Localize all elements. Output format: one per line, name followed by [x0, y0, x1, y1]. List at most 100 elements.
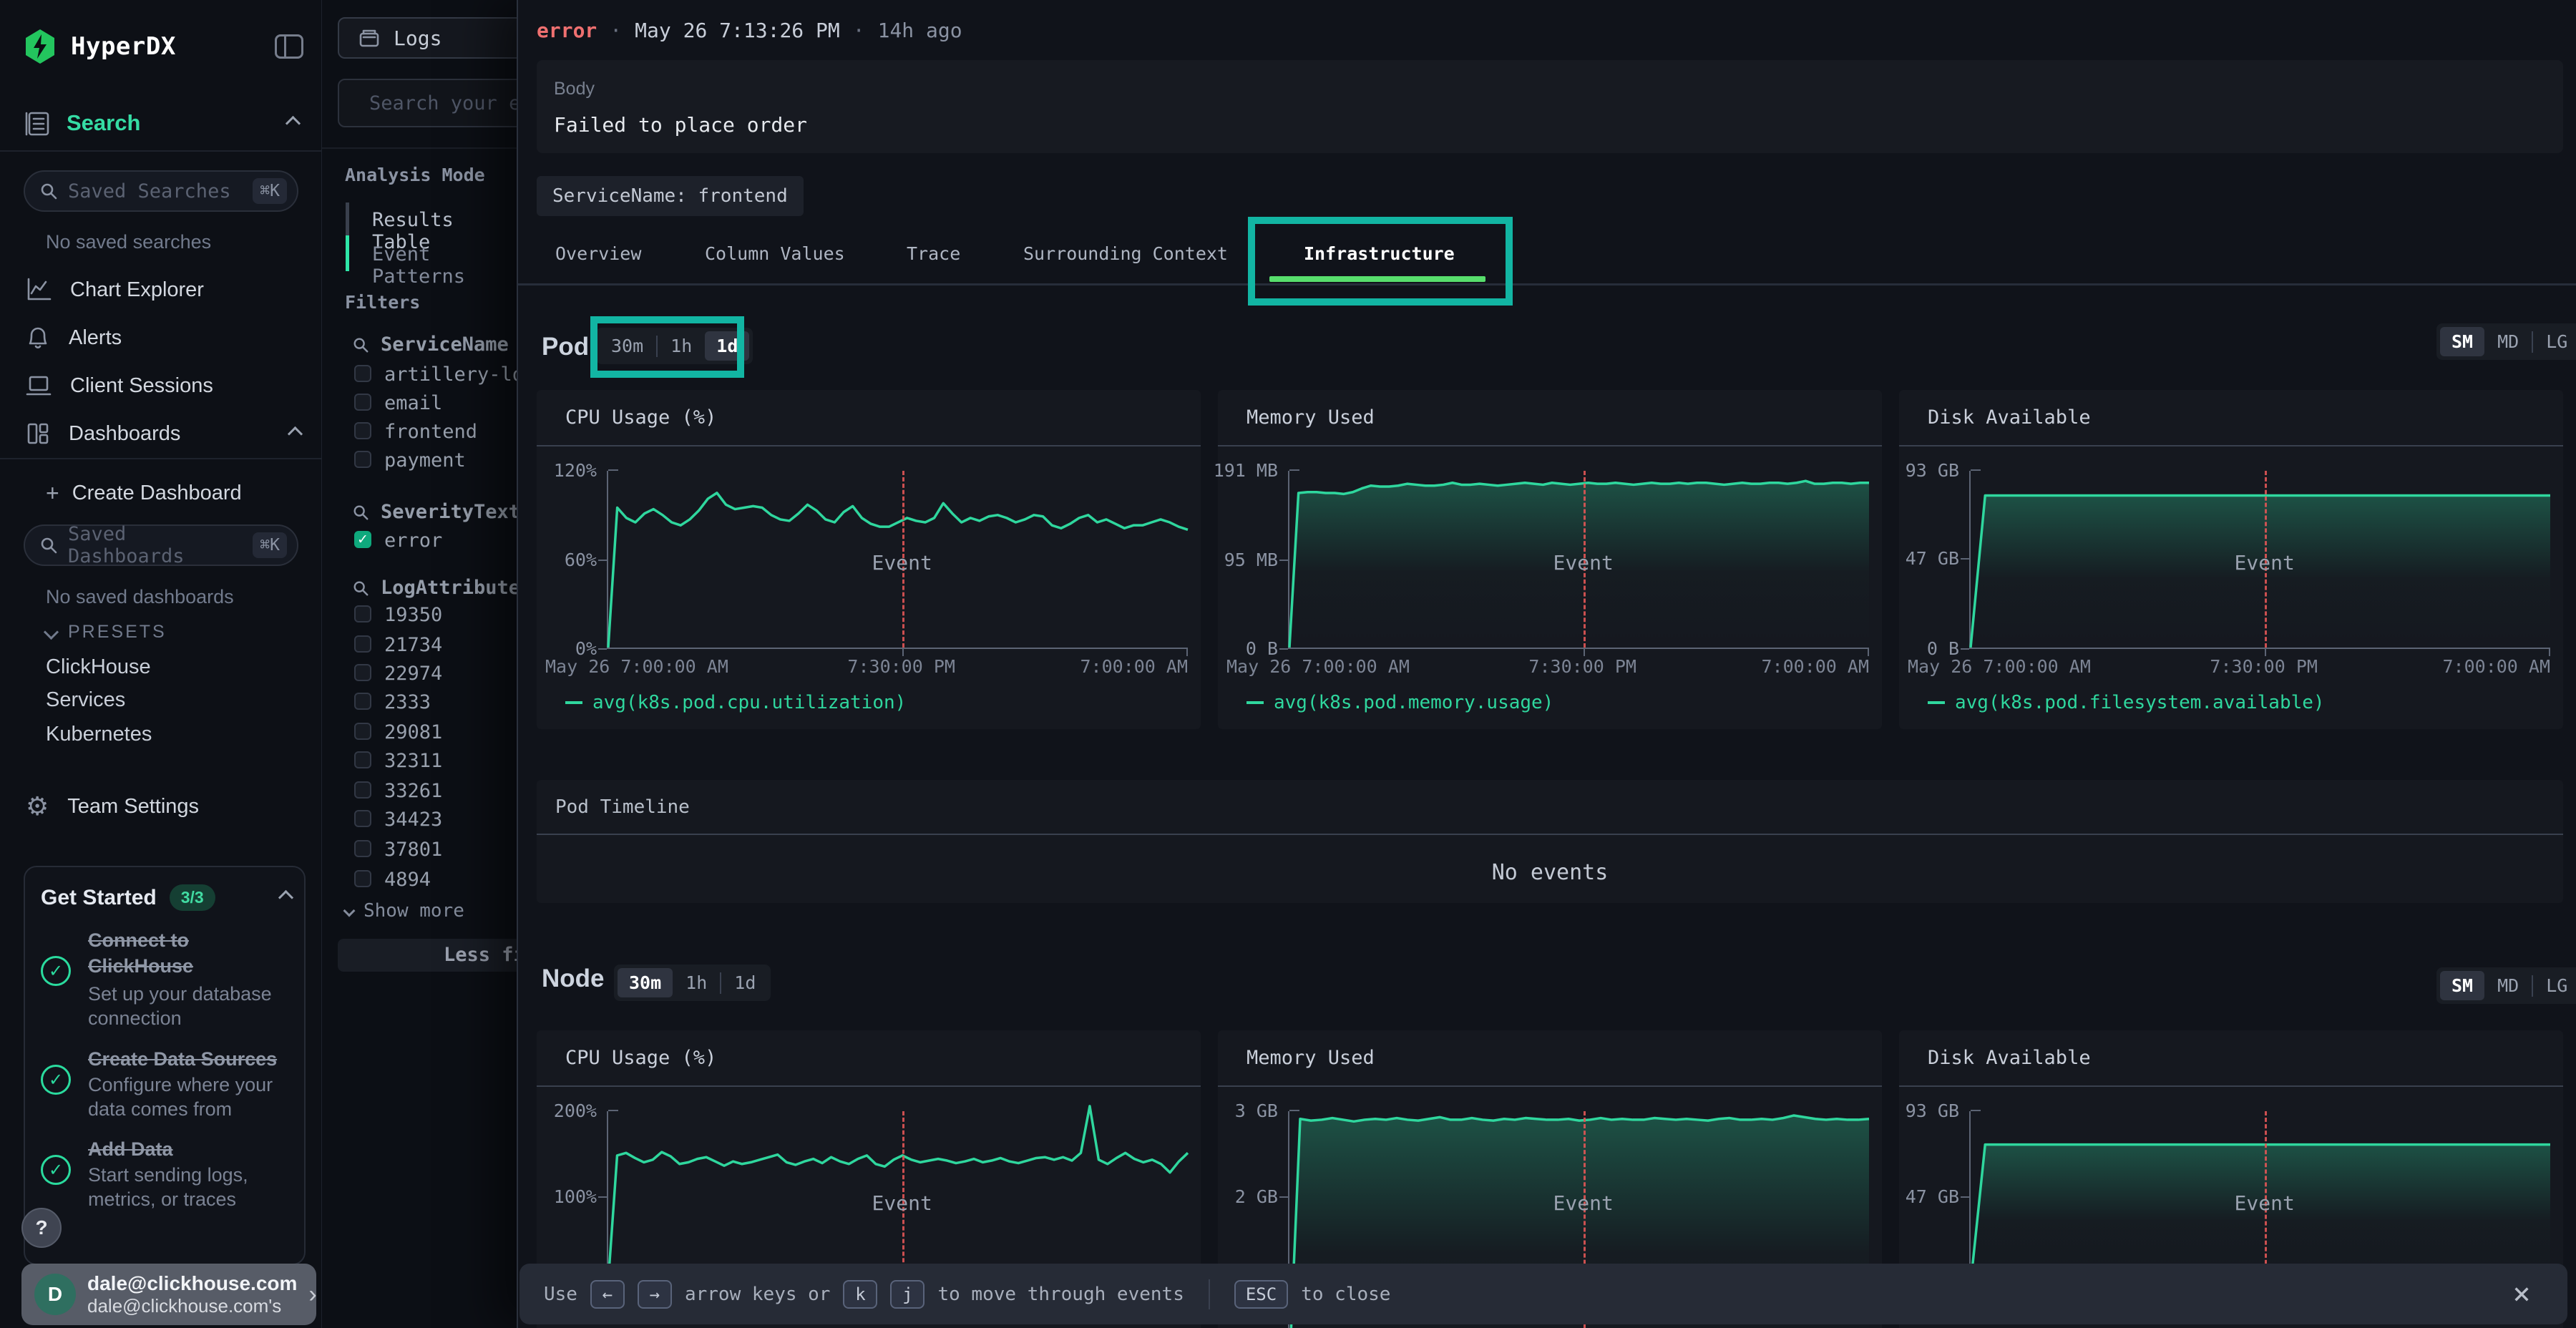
checkbox[interactable] — [354, 751, 371, 768]
mode-indicator — [346, 202, 349, 271]
pod-range-toggle[interactable]: 30m 1h 1d — [596, 328, 753, 364]
filter-option[interactable]: 32311 — [384, 750, 442, 772]
preset-services[interactable]: Services — [46, 688, 125, 712]
filter-option[interactable]: 2333 — [384, 691, 431, 713]
help-button[interactable]: ? — [21, 1208, 62, 1248]
range-1h[interactable]: 1h — [674, 968, 718, 997]
node-range-toggle[interactable]: 30m 1h 1d — [614, 965, 771, 1001]
checkbox[interactable] — [354, 365, 371, 382]
chevron-up-icon[interactable] — [286, 115, 301, 130]
node-size-toggle[interactable]: SM MD LG — [2436, 967, 2576, 1004]
filter-option[interactable]: 33261 — [384, 780, 442, 802]
saved-dashboards-input[interactable]: Saved Dashboards ⌘K — [24, 524, 298, 566]
pod-size-toggle[interactable]: SM MD LG — [2436, 323, 2576, 360]
mode-event-patterns[interactable]: Event Patterns — [372, 243, 517, 288]
shortcut-badge: ⌘K — [253, 178, 287, 204]
chevron-down-icon — [44, 625, 59, 640]
sidebar-item-alerts[interactable]: Alerts — [0, 314, 322, 361]
size-md[interactable]: MD — [2486, 327, 2530, 356]
pod-memory-chart: Memory Used 191 MB95 MB0 B Event May 26 … — [1218, 390, 1882, 729]
range-30m[interactable]: 30m — [618, 968, 673, 997]
filter-option[interactable]: 29081 — [384, 721, 442, 743]
preset-clickhouse[interactable]: ClickHouse — [46, 655, 151, 679]
checkbox[interactable] — [354, 605, 371, 622]
checkbox[interactable] — [354, 723, 371, 740]
checkbox[interactable] — [354, 840, 371, 857]
user-account-button[interactable]: D dale@clickhouse.com dale@clickhouse.co… — [21, 1264, 316, 1325]
filter-option[interactable]: error — [384, 529, 442, 552]
y-axis-tick: 3 GB — [1235, 1100, 1278, 1122]
range-30m[interactable]: 30m — [600, 331, 655, 361]
app-logo[interactable]: HyperDX — [24, 29, 176, 64]
sidebar-item-client-sessions[interactable]: Client Sessions — [0, 362, 322, 409]
filter-option[interactable]: 4894 — [384, 869, 431, 891]
range-1h[interactable]: 1h — [659, 331, 703, 361]
create-dashboard-button[interactable]: + Create Dashboard — [0, 469, 322, 517]
tab-surrounding-context[interactable]: Surrounding Context — [1023, 238, 1228, 270]
filter-option[interactable]: payment — [384, 449, 466, 472]
filter-option[interactable]: artillery-loa — [384, 363, 517, 386]
filter-option[interactable]: 22974 — [384, 663, 442, 685]
checkbox[interactable] — [354, 870, 371, 887]
y-axis-tick: 95 MB — [1224, 550, 1278, 571]
x-axis-tick: May 26 7:00:00 AM — [545, 656, 728, 677]
legend-line-icon — [1246, 701, 1264, 704]
range-1d[interactable]: 1d — [705, 331, 749, 361]
sidebar-item-chart-explorer[interactable]: Chart Explorer — [0, 266, 322, 313]
filter-option[interactable]: 37801 — [384, 839, 442, 861]
filter-option[interactable]: 21734 — [384, 634, 442, 656]
checkbox[interactable] — [354, 810, 371, 827]
checkbox[interactable] — [354, 394, 371, 411]
checkbox[interactable] — [354, 664, 371, 681]
y-axis-tick: 2 GB — [1235, 1186, 1278, 1208]
filter-group-severitytext[interactable]: SeverityText — [352, 501, 517, 523]
checkbox[interactable] — [354, 451, 371, 468]
filter-option[interactable]: frontend — [384, 421, 477, 443]
checkbox[interactable] — [354, 635, 371, 653]
tab-infrastructure[interactable]: Infrastructure — [1304, 238, 1455, 270]
search-icon — [352, 504, 369, 521]
size-lg[interactable]: LG — [2534, 327, 2576, 356]
filter-group-servicename[interactable]: ServiceName — [352, 333, 509, 356]
chevron-up-icon[interactable] — [278, 890, 293, 905]
filter-option[interactable]: 34423 — [384, 809, 442, 831]
get-started-item-title[interactable]: Create Data Sources — [88, 1046, 296, 1072]
get-started-item-title[interactable]: Add Data — [88, 1136, 296, 1162]
checkbox[interactable] — [354, 693, 371, 710]
checkbox-checked[interactable]: ✓ — [354, 531, 371, 548]
source-selector-button[interactable]: Logs — [338, 17, 517, 59]
preset-kubernetes[interactable]: Kubernetes — [46, 723, 152, 746]
filter-group-logattributes[interactable]: LogAttributes — [352, 577, 517, 599]
checkbox[interactable] — [354, 422, 371, 439]
sidebar-item-search[interactable]: Search — [24, 109, 298, 137]
chevron-up-icon[interactable] — [288, 426, 303, 441]
sidebar-collapse-icon[interactable] — [275, 34, 303, 59]
show-more-button[interactable]: Show more — [345, 900, 464, 922]
saved-searches-input[interactable]: Saved Searches ⌘K — [24, 170, 298, 212]
filter-option[interactable]: email — [384, 392, 442, 414]
divider — [322, 147, 517, 149]
sidebar-item-dashboards[interactable]: Dashboards — [0, 410, 322, 457]
size-md[interactable]: MD — [2486, 971, 2530, 1000]
presets-toggle[interactable]: PRESETS — [46, 622, 167, 643]
size-sm[interactable]: SM — [2440, 327, 2484, 356]
close-icon[interactable]: × — [2504, 1276, 2539, 1311]
sidebar-item-team-settings[interactable]: ⚙ Team Settings — [0, 783, 322, 830]
filter-option[interactable]: 19350 — [384, 604, 442, 626]
source-selector-label: Logs — [394, 26, 441, 50]
less-filters-button[interactable]: Less fil — [338, 939, 517, 972]
checkbox[interactable] — [354, 781, 371, 799]
tab-overview[interactable]: Overview — [555, 238, 641, 270]
size-sm[interactable]: SM — [2440, 971, 2484, 1000]
tab-column-values[interactable]: Column Values — [705, 238, 845, 270]
event-search-input[interactable]: Search your ev — [338, 79, 517, 127]
tab-trace[interactable]: Trace — [907, 238, 960, 270]
x-axis-tick: May 26 7:00:00 AM — [1226, 656, 1410, 677]
saved-dashboards-placeholder: Saved Dashboards — [68, 523, 243, 567]
range-1d[interactable]: 1d — [723, 968, 767, 997]
legend-label: avg(k8s.pod.memory.usage) — [1274, 692, 1553, 713]
event-marker-label: Event — [2235, 1191, 2295, 1215]
size-lg[interactable]: LG — [2534, 971, 2576, 1000]
get-started-item-title[interactable]: Connect to ClickHouse — [88, 927, 296, 979]
service-tag-chip[interactable]: ServiceName: frontend — [537, 176, 804, 216]
